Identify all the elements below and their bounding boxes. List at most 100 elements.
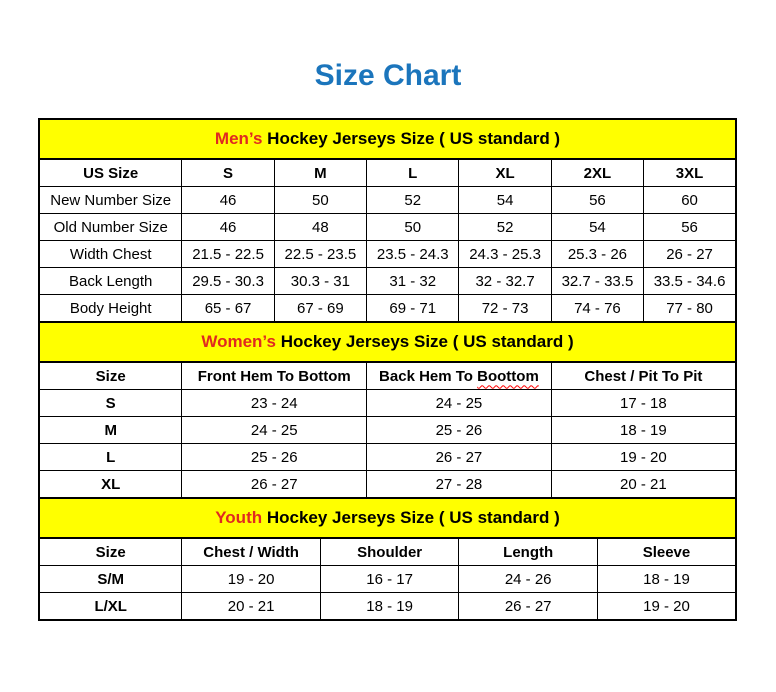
size-value-cell: 23 - 24 <box>181 389 368 417</box>
column-header: S <box>181 158 275 187</box>
womens-size-table: Women’s Hockey Jerseys Size ( US standar… <box>38 321 737 499</box>
size-value-cell: 26 - 27 <box>181 470 368 499</box>
youth-band-title: Youth Hockey Jerseys Size ( US standard … <box>38 497 737 539</box>
table-row: S 23 - 24 24 - 25 17 - 18 <box>38 389 737 417</box>
band-row: Men’s Hockey Jerseys Size ( US standard … <box>38 118 737 160</box>
size-value-cell: 74 - 76 <box>550 294 645 323</box>
size-value-cell: 54 <box>550 213 645 241</box>
size-value-cell: 18 - 19 <box>596 565 737 593</box>
size-value-cell: 32 - 32.7 <box>458 267 552 295</box>
header-text-prefix: Back Hem To <box>379 367 478 385</box>
column-header: Length <box>458 537 598 566</box>
column-header: 3XL <box>643 158 737 187</box>
row-label: L/XL <box>38 592 183 621</box>
row-label: Body Height <box>38 294 183 323</box>
size-value-cell: 17 - 18 <box>550 389 737 417</box>
row-label: M <box>38 416 183 444</box>
size-value-cell: 32.7 - 33.5 <box>550 267 645 295</box>
size-value-cell: 67 - 69 <box>273 294 368 323</box>
size-value-cell: 25 - 26 <box>366 416 552 444</box>
size-value-cell: 46 <box>181 213 275 241</box>
size-value-cell: 18 - 19 <box>319 592 460 621</box>
column-header: 2XL <box>550 158 645 187</box>
band-highlight: Youth <box>215 508 263 527</box>
womens-band-title: Women’s Hockey Jerseys Size ( US standar… <box>38 321 737 363</box>
size-value-cell: 30.3 - 31 <box>273 267 368 295</box>
band-row: Women’s Hockey Jerseys Size ( US standar… <box>38 321 737 363</box>
column-header: Chest / Pit To Pit <box>550 361 737 390</box>
size-value-cell: 25.3 - 26 <box>550 240 645 268</box>
size-value-cell: 29.5 - 30.3 <box>181 267 275 295</box>
size-value-cell: 20 - 21 <box>550 470 737 499</box>
size-value-cell: 46 <box>181 186 275 214</box>
size-value-cell: 25 - 26 <box>181 443 368 471</box>
band-rest: Hockey Jerseys Size ( US standard ) <box>262 129 561 148</box>
table-row: L/XL 20 - 21 18 - 19 26 - 27 19 - 20 <box>38 592 737 621</box>
size-value-cell: 65 - 67 <box>181 294 275 323</box>
table-row: M 24 - 25 25 - 26 18 - 19 <box>38 416 737 444</box>
column-header: Size <box>38 537 183 566</box>
size-value-cell: 27 - 28 <box>366 470 552 499</box>
youth-size-table: Youth Hockey Jerseys Size ( US standard … <box>38 497 737 621</box>
size-value-cell: 20 - 21 <box>181 592 321 621</box>
size-value-cell: 56 <box>550 186 645 214</box>
header-row: US Size S M L XL 2XL 3XL <box>38 158 737 187</box>
size-value-cell: 16 - 17 <box>319 565 460 593</box>
size-value-cell: 69 - 71 <box>366 294 460 323</box>
row-label: S <box>38 389 183 417</box>
page-title: Size Chart <box>314 59 462 92</box>
column-header: M <box>273 158 368 187</box>
size-value-cell: 19 - 20 <box>181 565 321 593</box>
column-header: XL <box>458 158 552 187</box>
size-value-cell: 26 - 27 <box>458 592 598 621</box>
column-header: Sleeve <box>596 537 737 566</box>
column-header: US Size <box>38 158 183 187</box>
size-value-cell: 24 - 26 <box>458 565 598 593</box>
band-highlight: Men’s <box>214 129 263 148</box>
row-label: Back Length <box>38 267 183 295</box>
size-value-cell: 24 - 25 <box>366 389 552 417</box>
row-label: XL <box>38 470 183 499</box>
table-row: New Number Size 46 50 52 54 56 60 <box>38 186 737 214</box>
column-header: Front Hem To Bottom <box>181 361 368 390</box>
header-row: Size Chest / Width Shoulder Length Sleev… <box>38 537 737 566</box>
size-value-cell: 26 - 27 <box>643 240 737 268</box>
row-label: S/M <box>38 565 183 593</box>
size-value-cell: 50 <box>366 213 460 241</box>
table-row: Old Number Size 46 48 50 52 54 56 <box>38 213 737 241</box>
size-value-cell: 24.3 - 25.3 <box>458 240 552 268</box>
size-value-cell: 31 - 32 <box>366 267 460 295</box>
band-row: Youth Hockey Jerseys Size ( US standard … <box>38 497 737 539</box>
row-label: Old Number Size <box>38 213 183 241</box>
row-label: L <box>38 443 183 471</box>
size-value-cell: 60 <box>643 186 737 214</box>
table-row: XL 26 - 27 27 - 28 20 - 21 <box>38 470 737 499</box>
table-row: S/M 19 - 20 16 - 17 24 - 26 18 - 19 <box>38 565 737 593</box>
size-value-cell: 50 <box>273 186 368 214</box>
size-value-cell: 19 - 20 <box>550 443 737 471</box>
column-header-back-hem: Back Hem To Boottom <box>366 361 552 390</box>
column-header: Size <box>38 361 183 390</box>
row-label: Width Chest <box>38 240 183 268</box>
size-value-cell: 54 <box>458 186 552 214</box>
column-header: L <box>366 158 460 187</box>
table-row: Body Height 65 - 67 67 - 69 69 - 71 72 -… <box>38 294 737 323</box>
size-value-cell: 52 <box>458 213 552 241</box>
size-value-cell: 48 <box>273 213 368 241</box>
size-value-cell: 21.5 - 22.5 <box>181 240 275 268</box>
table-row: Width Chest 21.5 - 22.5 22.5 - 23.5 23.5… <box>38 240 737 268</box>
size-value-cell: 77 - 80 <box>643 294 737 323</box>
size-chart-tables: Men’s Hockey Jerseys Size ( US standard … <box>38 118 737 621</box>
mens-band-title: Men’s Hockey Jerseys Size ( US standard … <box>38 118 737 160</box>
size-value-cell: 26 - 27 <box>366 443 552 471</box>
mens-size-table: Men’s Hockey Jerseys Size ( US standard … <box>38 118 737 323</box>
size-value-cell: 24 - 25 <box>181 416 368 444</box>
size-value-cell: 56 <box>643 213 737 241</box>
size-value-cell: 19 - 20 <box>596 592 737 621</box>
table-row: Back Length 29.5 - 30.3 30.3 - 31 31 - 3… <box>38 267 737 295</box>
table-row: L 25 - 26 26 - 27 19 - 20 <box>38 443 737 471</box>
band-rest: Hockey Jerseys Size ( US standard ) <box>262 508 560 527</box>
size-value-cell: 18 - 19 <box>550 416 737 444</box>
header-row: Size Front Hem To Bottom Back Hem To Boo… <box>38 361 737 390</box>
